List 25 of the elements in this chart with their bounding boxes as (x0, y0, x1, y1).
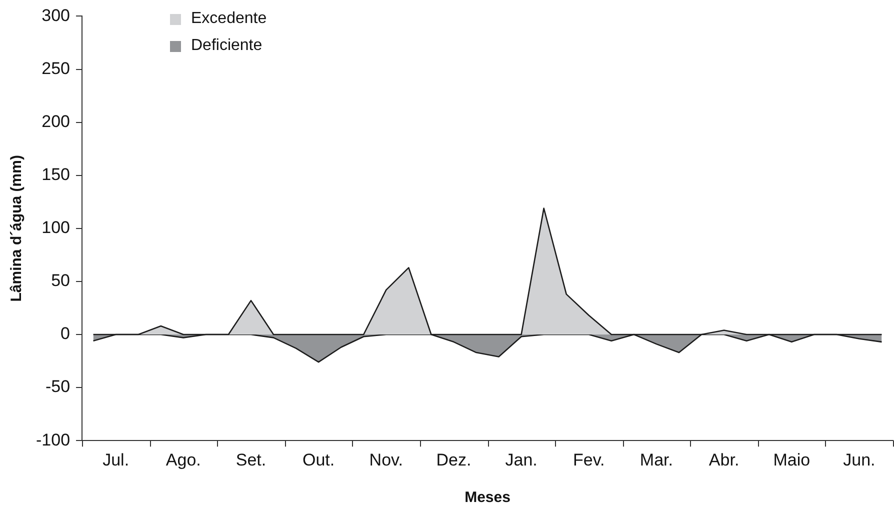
y-tick-label: 200 (42, 112, 70, 131)
y-tick-label: -50 (45, 377, 70, 396)
x-tick-label: Fev. (572, 450, 605, 470)
legend-label: Deficiente (191, 37, 262, 55)
legend-label: Excedente (191, 10, 267, 28)
y-tick-label: 100 (42, 218, 70, 238)
y-tick-label: -100 (36, 430, 70, 450)
x-tick-label: Ago. (166, 450, 201, 470)
x-tick-label: Abr. (708, 450, 740, 470)
x-tick-label: Jan. (505, 450, 538, 470)
x-tick-label: Set. (236, 450, 266, 470)
x-tick-label: Mar. (640, 450, 673, 470)
y-tick-label: 0 (60, 324, 70, 344)
y-tick-label: 50 (51, 271, 70, 290)
x-tick-label: Jun. (843, 450, 876, 470)
x-tick-label: Dez. (436, 450, 472, 470)
y-axis-title: Lâmina d´água (mm) (8, 155, 26, 302)
x-axis-title: Meses (464, 489, 510, 506)
x-tick-label: Out. (302, 450, 335, 470)
y-tick-label: 300 (42, 6, 70, 25)
x-tick-label: Maio (773, 450, 810, 470)
x-tick-label: Jul. (102, 450, 130, 470)
x-tick-label: Nov. (369, 450, 403, 470)
y-tick-label: 250 (42, 58, 70, 78)
y-tick-label: 150 (42, 165, 70, 184)
